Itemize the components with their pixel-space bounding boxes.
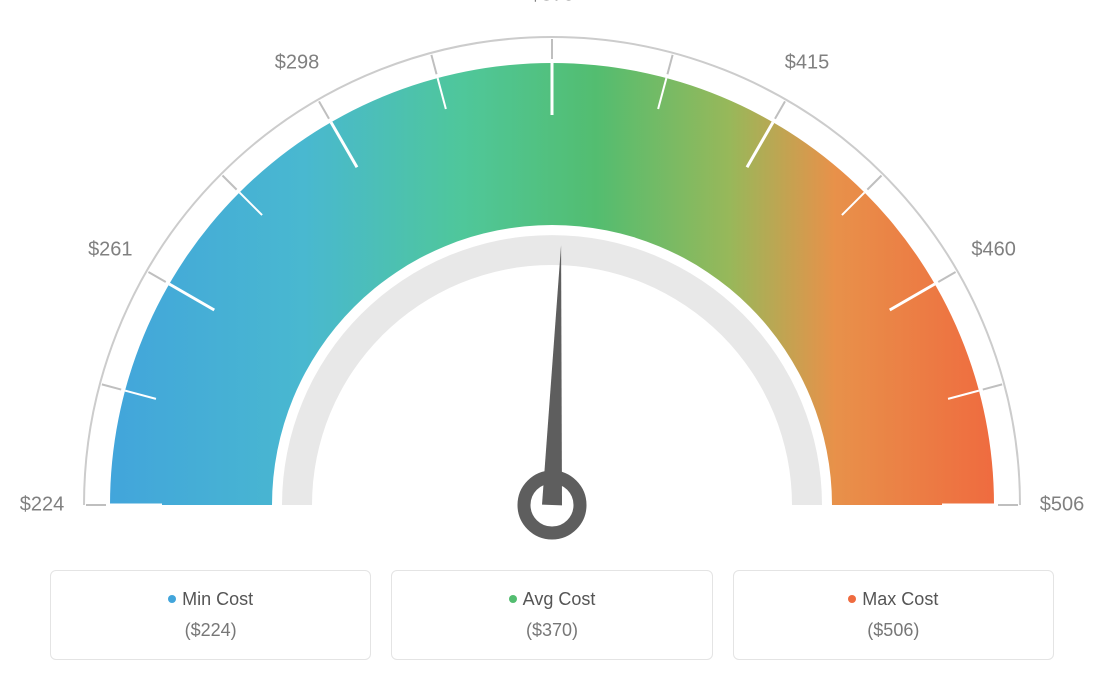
legend-title-min: Min Cost: [61, 589, 360, 610]
legend-title-max: Max Cost: [744, 589, 1043, 610]
legend-card-avg: Avg Cost ($370): [391, 570, 712, 660]
gauge-tick-label: $415: [785, 52, 830, 75]
legend-card-min: Min Cost ($224): [50, 570, 371, 660]
gauge-tick-label: $370: [530, 0, 575, 7]
legend-dot-max: [848, 595, 856, 603]
legend-value-min: ($224): [61, 620, 360, 641]
legend-value-avg: ($370): [402, 620, 701, 641]
gauge-tick-label: $506: [1040, 494, 1085, 517]
cost-gauge-container: $224 $261 $298 $370 $415 $460 $506 Min Cost ($…: [0, 0, 1104, 690]
gauge-tick-label: $298: [275, 52, 320, 75]
legend-title-avg: Avg Cost: [402, 589, 701, 610]
legend-dot-avg: [509, 595, 517, 603]
legend-label-avg: Avg Cost: [523, 589, 596, 609]
legend-dot-min: [168, 595, 176, 603]
gauge-tick-label: $224: [20, 494, 65, 517]
gauge-tick-label: $261: [88, 239, 133, 262]
legend-value-max: ($506): [744, 620, 1043, 641]
legend-row: Min Cost ($224) Avg Cost ($370) Max Cost…: [50, 570, 1054, 660]
legend-label-max: Max Cost: [862, 589, 938, 609]
legend-card-max: Max Cost ($506): [733, 570, 1054, 660]
gauge-chart: $224 $261 $298 $370 $415 $460 $506: [0, 0, 1104, 560]
gauge-tick-label: $460: [971, 239, 1016, 262]
legend-label-min: Min Cost: [182, 589, 253, 609]
